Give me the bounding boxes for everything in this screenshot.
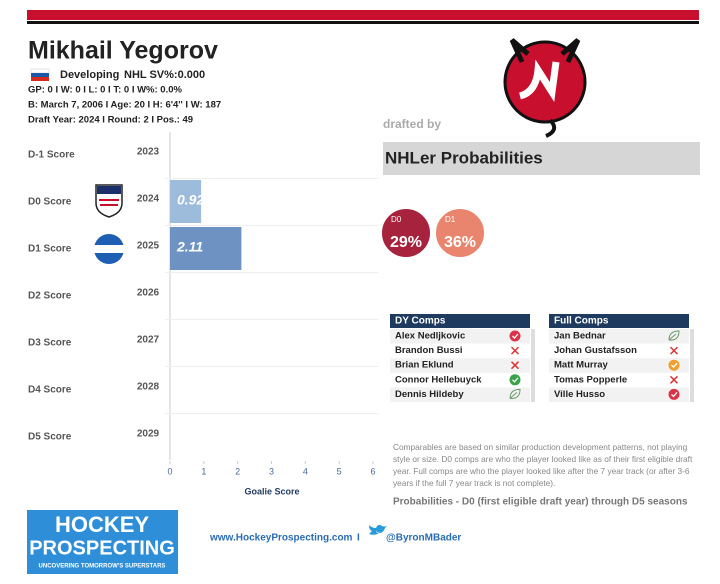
note-line: years if the full 7 year track is not co… [393, 478, 555, 488]
top-rule [27, 21, 699, 24]
year-label: 2023 [137, 147, 160, 158]
icon-check [512, 377, 519, 383]
x-tick-label: 3 [269, 466, 274, 476]
category-label: D-1 Score [28, 150, 75, 161]
icon-status [509, 374, 521, 386]
icon-leaf [668, 330, 680, 341]
caption: Probabilities - D0 (first eligible draft… [393, 497, 688, 508]
drafted-by: drafted by [383, 117, 441, 131]
row-bg [549, 358, 689, 373]
prob-title: NHLer Probabilities [385, 148, 543, 167]
ncaa-logo [94, 234, 124, 264]
comp-name: Brian Eklund [395, 360, 454, 371]
draft-info: Draft Year: 2024 I Round: 2 I Pos.: 49 [28, 115, 193, 126]
flag [30, 68, 50, 81]
comp-name: Matt Murray [554, 360, 609, 371]
devils-logo [503, 38, 587, 138]
row-bg [549, 387, 689, 402]
prob-circle [380, 207, 432, 259]
x-tick-label: 5 [337, 466, 342, 476]
scroll-bar [531, 329, 535, 402]
bio: B: March 7, 2006 I Age: 20 I H: 6'4'' I … [28, 100, 221, 111]
comp-name: Brandon Bussi [395, 345, 463, 356]
year-label: 2027 [137, 335, 160, 346]
icon-check [512, 333, 519, 339]
year-label: 2029 [137, 429, 160, 440]
prob-circle [434, 207, 486, 259]
status: Developing [60, 69, 119, 81]
category-label: D2 Score [28, 291, 72, 302]
comp-name: Johan Gustafsson [554, 345, 637, 356]
logo-title: PROSPECTING [29, 537, 175, 559]
year-label: 2028 [137, 382, 160, 393]
bar [170, 180, 202, 223]
save-pct: NHL SV%:0.000 [124, 69, 205, 81]
comp-name: Tomas Popperle [554, 374, 627, 385]
logo-title: HOCKEY [55, 512, 149, 537]
prob-value: 36% [444, 234, 476, 251]
icon-status [668, 388, 680, 400]
icon-status [668, 359, 680, 371]
category-label: D5 Score [28, 432, 72, 443]
stats: GP: 0 I W: 0 I L: 0 I T: 0 I W%: 0.0% [28, 85, 183, 96]
prob-label: D0 [391, 215, 402, 224]
scroll-bar [690, 329, 694, 402]
prob-header-box [383, 142, 700, 175]
logo-tagline: UNCOVERING TOMORROW'S SUPERSTARS [39, 564, 166, 570]
prob-label: D1 [445, 215, 456, 224]
twitter[interactable]: @ByronMBader [386, 533, 461, 544]
row-bg [390, 358, 530, 373]
year-label: 2024 [137, 194, 160, 205]
comp-name: Dennis Hildeby [395, 389, 464, 400]
separator: I [357, 533, 360, 544]
row-bg [390, 387, 530, 402]
x-tick-label: 0 [167, 466, 172, 476]
category-label: D1 Score [28, 244, 72, 255]
note-line: style or size. D0 comps are who the play… [393, 454, 693, 464]
icon-leaf [509, 388, 521, 399]
icon-x [669, 375, 679, 384]
row-bg [390, 329, 530, 344]
icon-x [669, 346, 679, 355]
logo-box [27, 510, 178, 574]
icon-check [671, 391, 678, 398]
prob-value: 29% [390, 234, 422, 251]
x-axis-label: Goalie Score [244, 486, 299, 496]
x-tick-label: 1 [201, 466, 206, 476]
year-label: 2025 [137, 241, 160, 252]
icon-check [671, 362, 678, 369]
icon-x [510, 361, 520, 370]
twitter-icon [369, 524, 387, 535]
dy-header [390, 314, 530, 328]
bar-value: 0.92 [177, 192, 204, 208]
top-bar [27, 10, 699, 20]
x-tick-label: 4 [303, 466, 308, 476]
icon-x [510, 346, 520, 355]
x-tick-label: 2 [235, 466, 240, 476]
website[interactable]: www.HockeyProspecting.com [209, 533, 353, 544]
year-label: 2026 [137, 288, 160, 299]
comp-name: Jan Bednar [554, 331, 606, 342]
note-line: Comparables are based on similar product… [393, 442, 688, 452]
ushl-logo [95, 184, 123, 218]
bar [170, 227, 242, 270]
player-name: Mikhail Yegorov [28, 37, 218, 65]
full-header [549, 314, 689, 328]
category-label: D0 Score [28, 197, 72, 208]
comp-name: Connor Hellebuyck [395, 374, 482, 385]
x-tick-label: 6 [370, 466, 375, 476]
category-label: D4 Score [28, 385, 72, 396]
bar-value: 2.11 [176, 239, 203, 255]
note-line: year. Full comps are who the player look… [393, 466, 690, 476]
dy-title: DY Comps [395, 316, 446, 327]
category-label: D3 Score [28, 338, 72, 349]
comp-name: Ville Husso [554, 389, 605, 400]
row-bg [549, 329, 689, 344]
icon-status [509, 330, 521, 342]
full-title: Full Comps [554, 316, 609, 327]
comp-name: Alex Nedljkovic [395, 331, 465, 342]
